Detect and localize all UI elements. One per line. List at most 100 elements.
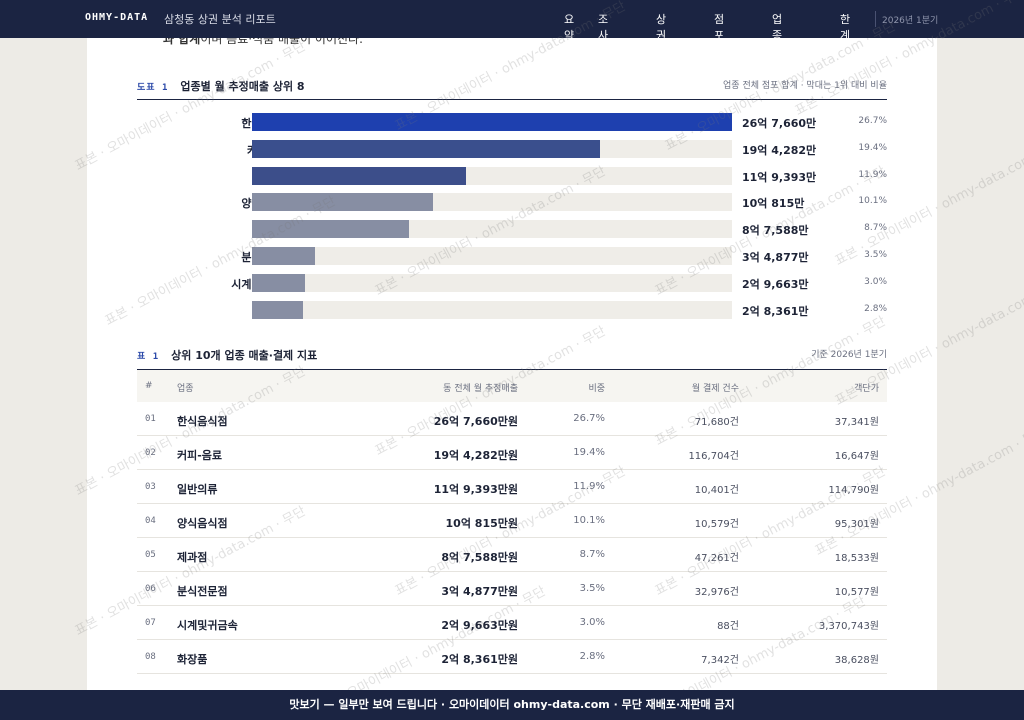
table-note: 기준 2026년 1분기	[811, 350, 887, 360]
row-sector: 화장품	[177, 653, 208, 666]
row-payment-count: 10,579건	[694, 519, 739, 530]
col-num: #	[145, 381, 153, 391]
row-sales: 2억 9,663만원	[441, 619, 518, 632]
bar-value-label: 8억 7,588만	[742, 224, 809, 238]
row-sector: 시계및귀금속	[177, 619, 238, 632]
bar-track	[252, 193, 732, 212]
col-sector: 업종	[177, 384, 194, 394]
bar-value-label: 26억 7,660만	[742, 117, 817, 130]
bar	[252, 247, 315, 265]
bar	[252, 220, 410, 239]
logo[interactable]: OHMY-DATA	[85, 12, 149, 23]
bar-value-label: 11억 9,393만	[742, 170, 817, 184]
row-sector: 제과점	[177, 551, 208, 564]
row-unit-price: 37,341원	[834, 417, 879, 428]
figure-note: 업종 전체 점포 합계 · 막대는 1위 대비 비율	[723, 81, 887, 91]
row-share: 19.4%	[573, 447, 605, 458]
row-number: 02	[145, 448, 156, 458]
bar-share-label: 19.4%	[858, 142, 887, 153]
table-rule	[137, 369, 887, 370]
row-number: 06	[145, 584, 156, 594]
table-row: 05 제과점 8억 7,588만원 8.7% 47,261건 18,533원	[137, 538, 887, 572]
row-payment-count: 7,342건	[701, 655, 739, 666]
row-share: 3.0%	[579, 617, 605, 628]
row-sales: 19억 4,282만원	[433, 449, 518, 462]
bar-track	[252, 166, 732, 185]
row-share: 26.7%	[573, 413, 605, 424]
row-payment-count: 10,401건	[694, 485, 739, 496]
table-title: 상위 10개 업종 매출·결제 지표	[171, 349, 318, 362]
bar-value-label: 19억 4,282만	[742, 143, 817, 157]
row-sales: 10억 815만원	[445, 517, 518, 530]
intro-bold: 과 합계	[163, 38, 201, 46]
bar	[252, 139, 601, 158]
bar	[252, 273, 306, 292]
bar	[252, 193, 433, 212]
bar-share-label: 3.0%	[864, 276, 887, 287]
bar-share-label: 26.7%	[858, 116, 887, 126]
col-unit-price: 객단가	[854, 384, 879, 394]
nav-item-summary[interactable]: 요약	[564, 13, 575, 42]
row-unit-price: 95,301원	[834, 519, 879, 530]
bar-share-label: 11.9%	[858, 169, 887, 180]
row-unit-price: 38,628원	[834, 655, 879, 666]
intro-paragraph: 과 합계이며 음료·식품 매출이 이어진다.	[163, 38, 363, 47]
figure-rule	[137, 99, 887, 100]
figure-caption: 도표 1 업종별 월 추정매출 상위 8	[137, 78, 305, 94]
bar-share-label: 3.5%	[864, 250, 887, 260]
row-number: 01	[145, 414, 156, 424]
row-unit-price: 114,790원	[828, 485, 879, 496]
row-unit-price: 3,370,743원	[818, 621, 879, 632]
row-payment-count: 32,976건	[694, 587, 739, 598]
row-share: 3.5%	[579, 583, 605, 594]
row-number: 05	[145, 550, 156, 560]
bar	[252, 113, 732, 131]
row-number: 03	[145, 482, 156, 492]
bar-track	[252, 220, 732, 239]
period-label: 2026년 1분기	[882, 16, 939, 26]
row-sector: 일반의류	[177, 483, 218, 496]
bar-value-label: 10억 815만	[742, 197, 805, 211]
table-row: 06 분식전문점 3억 4,877만원 3.5% 32,976건 10,577원	[137, 572, 887, 606]
nav-divider	[875, 11, 876, 27]
nav-item-limitations[interactable]: 한계	[840, 13, 851, 42]
table-caption: 표 1 상위 10개 업종 매출·결제 지표	[137, 347, 317, 363]
row-share: 8.7%	[579, 549, 605, 560]
row-sector: 한식음식점	[177, 415, 228, 428]
col-count: 월 결제 건수	[691, 384, 739, 394]
row-share: 10.1%	[573, 515, 605, 526]
intro-rest: 이며 음료·식품 매출이 이어진다.	[200, 38, 363, 46]
col-sales: 동 전체 월 추정매출	[443, 384, 518, 394]
table-row: 02 커피-음료 19억 4,282만원 19.4% 116,704건 16,647원	[137, 436, 887, 470]
table-row: 03 일반의류 11억 9,393만원 11.9% 10,401건 114,790원	[137, 470, 887, 504]
table-row: 07 시계및귀금속 2억 9,663만원 3.0% 88건 3,370,743원	[137, 606, 887, 640]
report-title: 삼청동 상권 분석 리포트	[164, 13, 276, 26]
row-number: 07	[145, 618, 156, 628]
row-payment-count: 71,680건	[694, 417, 739, 428]
row-sales: 2억 8,361만원	[441, 653, 518, 666]
bar-track	[252, 113, 732, 131]
row-share: 11.9%	[573, 481, 605, 492]
bar-track	[252, 273, 732, 292]
bar	[252, 166, 467, 185]
bar-track	[252, 247, 732, 265]
bar-share-label: 2.8%	[864, 303, 887, 314]
row-payment-count: 47,261건	[694, 553, 739, 564]
row-share: 2.8%	[579, 651, 605, 662]
bar-share-label: 8.7%	[864, 223, 887, 234]
table-row: 01 한식음식점 26억 7,660만원 26.7% 71,680건 37,341원	[137, 402, 887, 436]
row-sales: 8억 7,588만원	[441, 551, 518, 564]
row-sector: 커피-음료	[177, 449, 223, 462]
row-number: 04	[145, 516, 156, 526]
preview-banner: 맛보기 — 일부만 보여 드립니다 · 오마이데이터 ohmy-data.com…	[0, 690, 1024, 720]
bar-value-label: 2억 9,663만	[742, 277, 809, 291]
row-sector: 양식음식점	[177, 517, 228, 530]
bar-value-label: 2억 8,361만	[742, 304, 809, 318]
row-unit-price: 18,533원	[834, 553, 879, 564]
